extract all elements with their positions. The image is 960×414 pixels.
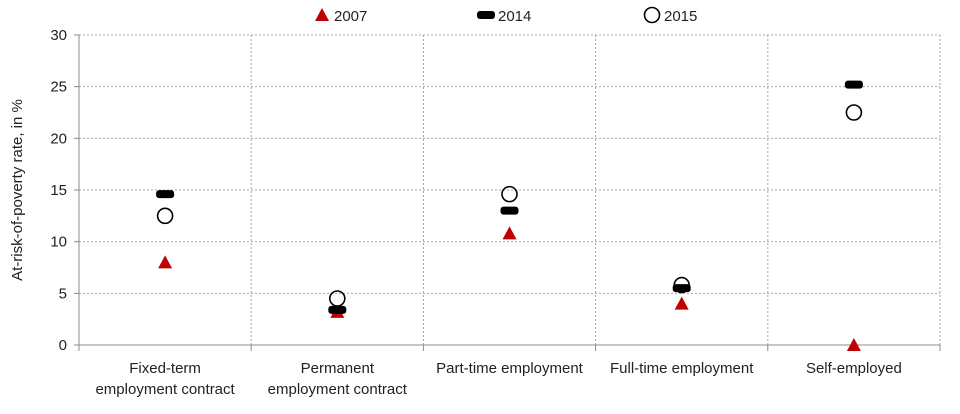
data-point-2007 bbox=[502, 226, 517, 240]
data-marks bbox=[156, 80, 863, 351]
gridlines bbox=[79, 34, 941, 345]
data-point-2015 bbox=[845, 104, 863, 121]
y-tick-label: 15 bbox=[50, 182, 67, 199]
y-tick-labels: 0 5 10 15 20 25 30 bbox=[50, 27, 67, 354]
y-tick-label: 20 bbox=[50, 130, 67, 147]
data-point-2014 bbox=[156, 190, 175, 199]
x-tick-label: Part-time employment bbox=[436, 360, 584, 377]
data-point-2007 bbox=[846, 338, 861, 351]
x-tick-label: Fixed-term bbox=[129, 360, 201, 377]
legend-marker-2007 bbox=[315, 8, 329, 21]
y-tick-label: 5 bbox=[59, 285, 67, 302]
y-tick-label: 30 bbox=[50, 27, 67, 44]
y-tick-label: 25 bbox=[50, 79, 67, 96]
data-point-2014 bbox=[844, 80, 863, 89]
data-point-2007 bbox=[158, 255, 173, 269]
y-tick-label: 10 bbox=[50, 234, 67, 251]
data-point-2007 bbox=[674, 296, 689, 310]
y-axis-label: At-risk-of-poverty rate, in % bbox=[9, 99, 26, 281]
legend-label: 2007 bbox=[334, 8, 367, 25]
x-tick-label: Full-time employment bbox=[610, 360, 754, 377]
legend-label: 2014 bbox=[498, 8, 531, 25]
data-point-2015 bbox=[501, 185, 518, 203]
data-point-2014 bbox=[500, 206, 519, 215]
legend-label: 2015 bbox=[664, 8, 697, 25]
data-point-2015 bbox=[156, 207, 174, 225]
data-point-2014 bbox=[328, 305, 347, 314]
x-tick-labels: Fixed-term employment contract Permanent em… bbox=[95, 360, 901, 398]
data-point-2015 bbox=[328, 290, 346, 307]
legend-marker-2015 bbox=[643, 6, 661, 24]
x-tick-label: Self-employed bbox=[806, 360, 902, 377]
legend-marker-2014 bbox=[477, 11, 495, 19]
x-tick-label: Permanent bbox=[301, 360, 375, 377]
legend: 2007 2014 2015 bbox=[315, 6, 697, 25]
axes bbox=[74, 34, 941, 351]
x-tick-label: employment contract bbox=[268, 381, 408, 398]
x-tick-label: employment contract bbox=[95, 381, 235, 398]
y-tick-label: 0 bbox=[59, 337, 67, 354]
data-point-2015 bbox=[673, 276, 691, 294]
